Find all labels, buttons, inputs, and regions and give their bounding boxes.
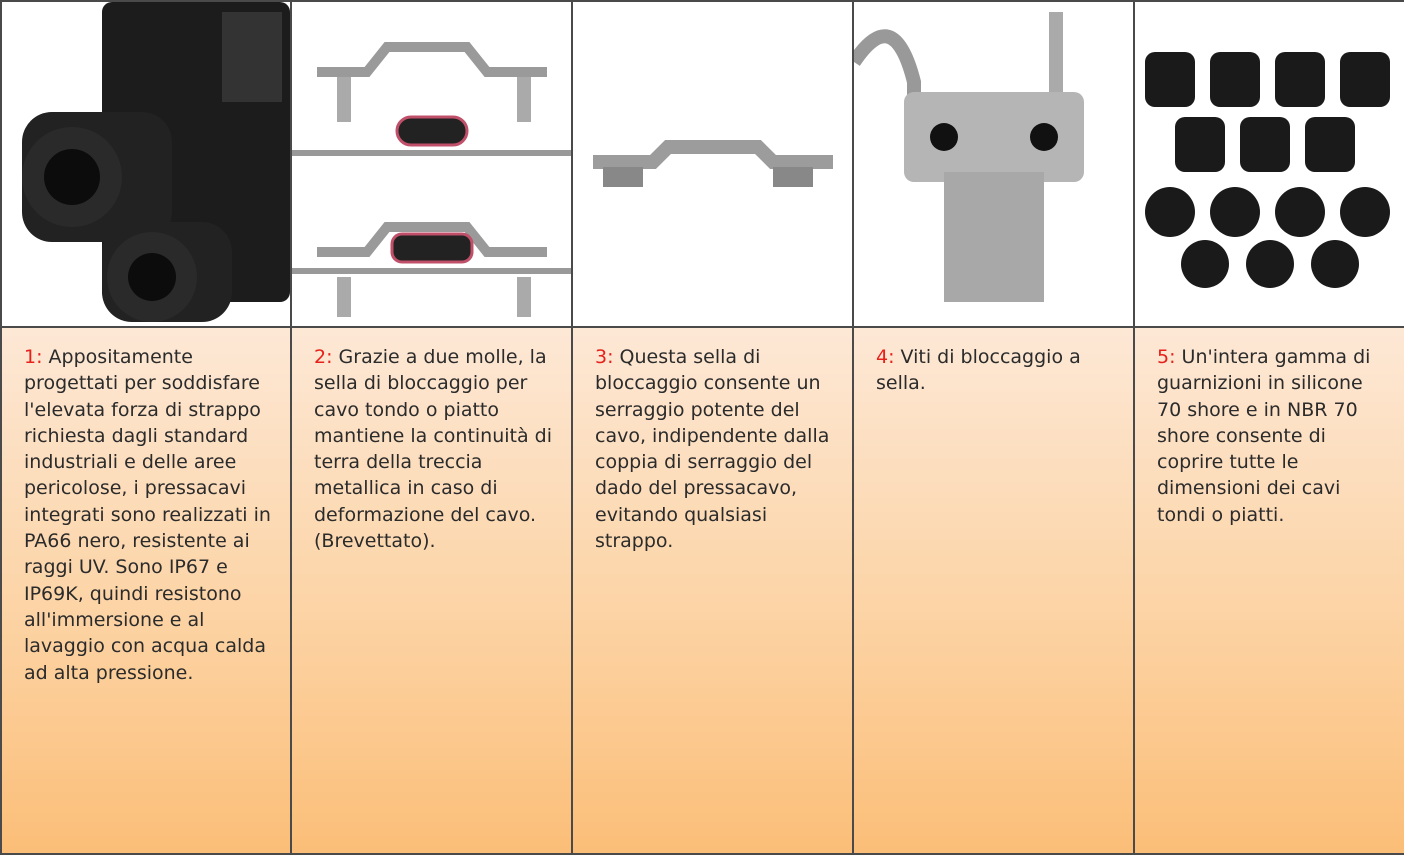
image-cell bbox=[290, 0, 573, 328]
item-number: 2: bbox=[314, 346, 333, 368]
image-cell bbox=[0, 0, 292, 328]
saddle-image bbox=[593, 140, 833, 187]
screw-image bbox=[854, 12, 1084, 302]
gland-image bbox=[22, 2, 290, 322]
saddle-springs-image bbox=[292, 42, 571, 317]
text-cell: 3: Questa sella di bloccaggio consente u… bbox=[571, 326, 854, 855]
item-text: Appositamente progettati per soddisfare … bbox=[24, 346, 271, 684]
item-number: 5: bbox=[1157, 346, 1176, 368]
item-text: Grazie a due molle, la sella di bloccagg… bbox=[314, 346, 553, 553]
image-cell bbox=[852, 0, 1135, 328]
image-cell bbox=[1133, 0, 1404, 328]
item-number: 4: bbox=[876, 346, 895, 368]
seals-image bbox=[1145, 52, 1390, 288]
text-cell: 4: Viti di bloccaggio a sella. bbox=[852, 326, 1135, 855]
text-cell: 1: Appositamente progettati per soddisfa… bbox=[0, 326, 292, 855]
item-text: Un'intera gamma di guarnizioni in silico… bbox=[1157, 346, 1371, 526]
item-number: 3: bbox=[595, 346, 614, 368]
item-number: 1: bbox=[24, 346, 43, 368]
image-row bbox=[0, 0, 1404, 328]
item-text: Viti di bloccaggio a sella. bbox=[876, 346, 1081, 395]
text-cell: 5: Un'intera gamma di guarnizioni in sil… bbox=[1133, 326, 1404, 855]
text-cell: 2: Grazie a due molle, la sella di blocc… bbox=[290, 326, 573, 855]
image-cell bbox=[571, 0, 854, 328]
item-text: Questa sella di bloccaggio consente un s… bbox=[595, 346, 830, 553]
text-row: 1: Appositamente progettati per soddisfa… bbox=[0, 326, 1404, 855]
